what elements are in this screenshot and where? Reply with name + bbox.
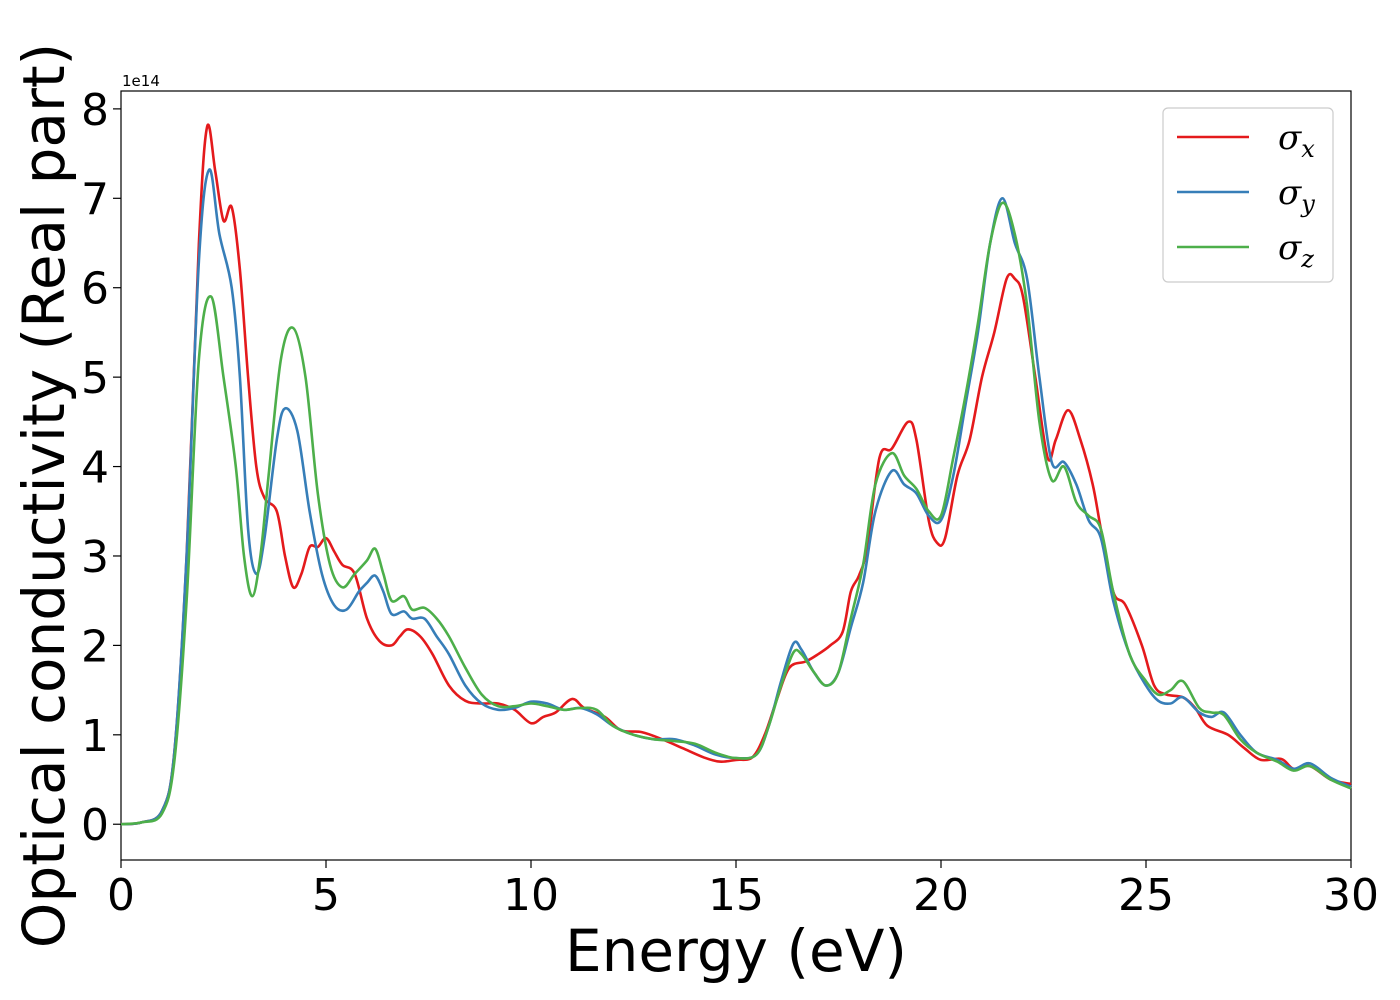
legend-label-sigma-x: σx [1278,118,1315,163]
legend-box [1162,107,1334,283]
x-tick-label: 30 [1323,870,1379,921]
legend: σx σy σz [1162,107,1334,283]
series-line-sigma-x [120,123,1352,826]
x-tick-label: 25 [1118,870,1174,921]
series-layer [120,123,1352,826]
x-tick-label: 10 [503,870,559,921]
x-tick-label: 0 [107,870,135,921]
x-axis-ticks: 0 5 10 15 20 25 30 [107,860,1379,921]
y-tick-label: 7 [81,174,109,225]
y-axis-ticks: 0 1 2 3 4 5 6 7 8 [81,85,121,851]
legend-label-sigma-y: σy [1278,173,1315,218]
y-offset-label: 1e14 [122,72,160,90]
x-tick-label: 20 [913,870,969,921]
x-tick-label: 15 [708,870,764,921]
y-tick-label: 5 [81,353,109,404]
series-line-sigma-y [120,168,1352,826]
x-tick-label: 5 [312,870,340,921]
y-axis-label: Optical conductivity (Real part) [10,43,78,948]
legend-label-sigma-z: σz [1278,228,1314,273]
y-tick-label: 0 [81,800,109,851]
series-line-sigma-z [120,201,1352,826]
y-tick-label: 3 [81,532,109,583]
y-tick-label: 8 [81,85,109,136]
y-tick-label: 4 [81,443,109,494]
x-axis-label: Energy (eV) [565,917,907,985]
y-tick-label: 2 [81,621,109,672]
y-tick-label: 6 [81,264,109,315]
y-tick-label: 1 [81,711,109,762]
